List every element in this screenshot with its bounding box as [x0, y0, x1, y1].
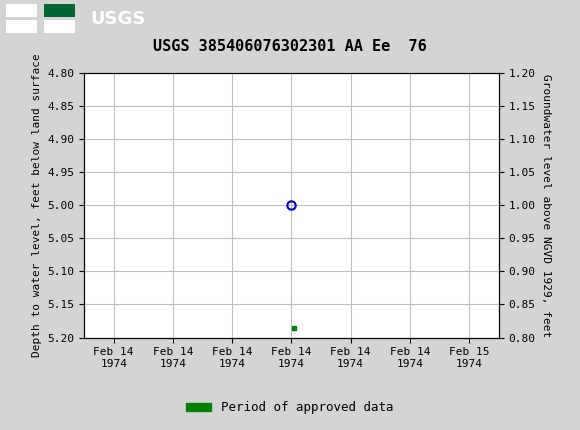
- Text: USGS 385406076302301 AA Ee  76: USGS 385406076302301 AA Ee 76: [153, 39, 427, 54]
- Bar: [44, 20, 75, 33]
- Legend: Period of approved data: Period of approved data: [181, 396, 399, 419]
- Y-axis label: Groundwater level above NGVD 1929, feet: Groundwater level above NGVD 1929, feet: [541, 74, 551, 337]
- Y-axis label: Depth to water level, feet below land surface: Depth to water level, feet below land su…: [32, 53, 42, 357]
- Bar: [6, 4, 37, 17]
- Bar: [6, 20, 37, 33]
- Bar: [44, 4, 75, 17]
- Text: USGS: USGS: [90, 9, 145, 28]
